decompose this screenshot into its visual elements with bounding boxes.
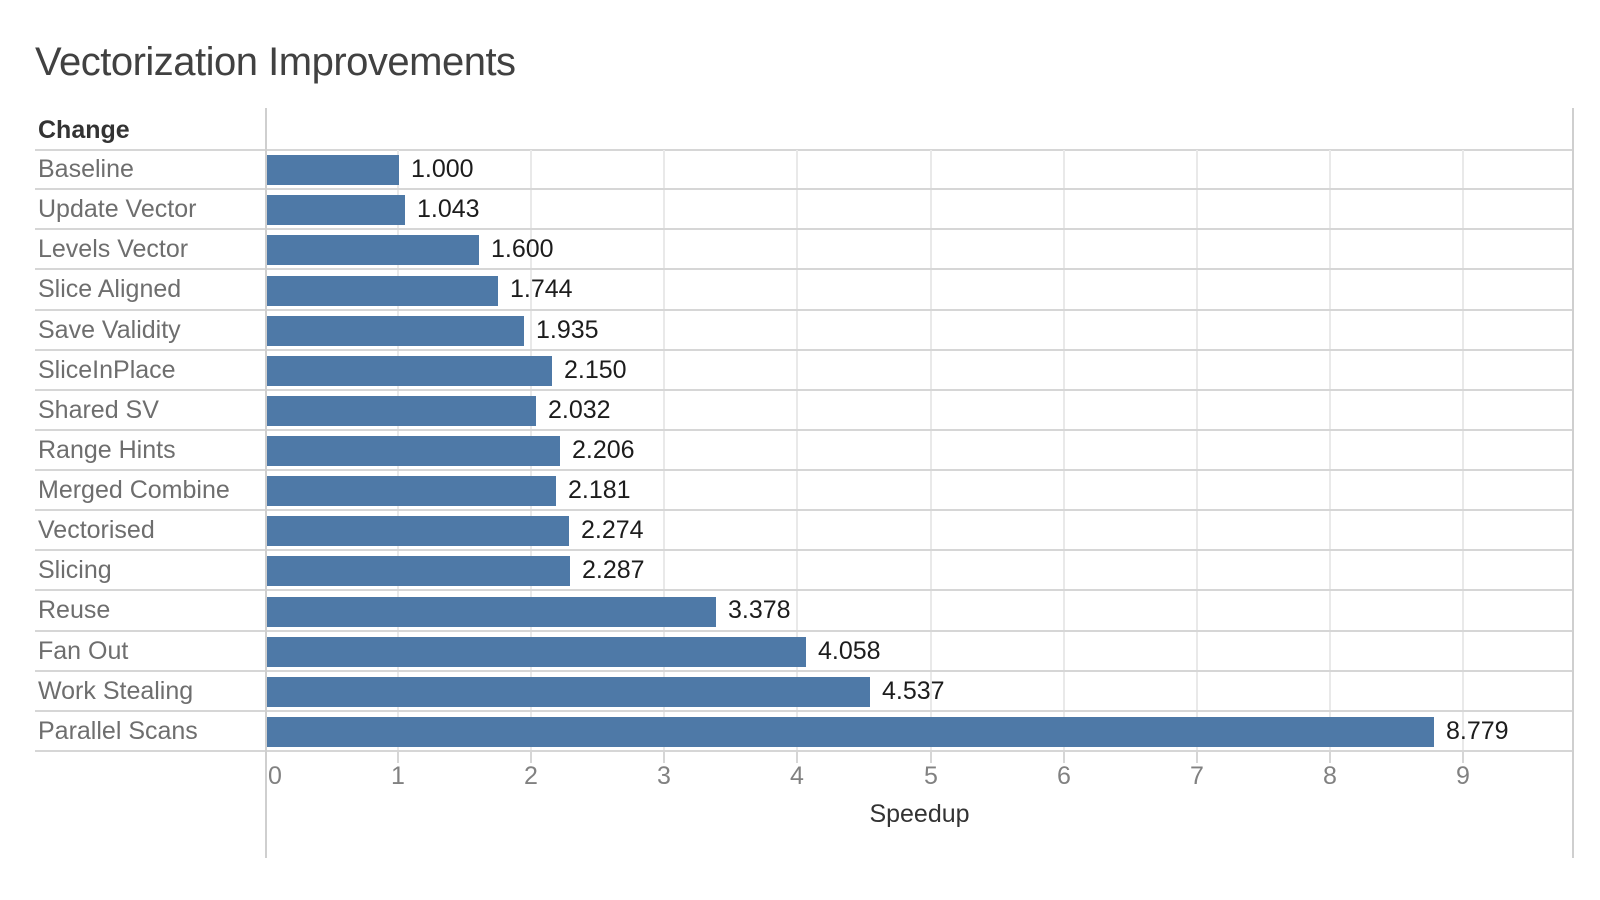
row-header-label: Change (38, 116, 130, 144)
table-row: Update Vector 1.043 (35, 190, 1574, 230)
category-label[interactable]: Update Vector (38, 194, 197, 223)
bar[interactable] (266, 717, 1434, 747)
category-label[interactable]: Reuse (38, 596, 111, 624)
bar-value-label: 2.032 (548, 395, 611, 424)
bar-value-label: 1.000 (411, 154, 474, 183)
table-row: Slicing 2.287 (35, 551, 1574, 591)
bar-value-label: 1.935 (536, 315, 599, 344)
axis-tick (930, 752, 932, 763)
header-divider (35, 149, 1574, 151)
bar[interactable] (266, 637, 806, 667)
bar[interactable] (266, 677, 870, 707)
table-row: Shared SV 2.032 (35, 391, 1574, 431)
bar[interactable] (266, 396, 536, 426)
vertical-gridline (1196, 150, 1198, 752)
axis-tick (1063, 752, 1065, 763)
bar-value-label: 2.181 (568, 475, 631, 504)
bar[interactable] (266, 516, 569, 546)
vertical-gridline (1462, 150, 1464, 752)
table-row: Levels Vector 1.600 (35, 230, 1574, 270)
category-label[interactable]: Shared SV (38, 395, 159, 424)
category-label[interactable]: Save Validity (38, 315, 181, 344)
axis-tick-label: 4 (790, 762, 804, 790)
axis-tick (663, 752, 665, 763)
vertical-gridline (930, 150, 932, 752)
table-row: Range Hints 2.206 (35, 431, 1574, 471)
bar[interactable] (266, 356, 552, 386)
vertical-gridline (796, 150, 798, 752)
table-row: Fan Out 4.058 (35, 632, 1574, 672)
bar-value-label: 3.378 (728, 596, 791, 624)
bar-value-label: 4.537 (882, 676, 945, 705)
bar-value-label: 1.600 (491, 234, 554, 263)
axis-tick-label: 7 (1190, 762, 1204, 790)
bar-value-label: 4.058 (818, 636, 881, 665)
category-label[interactable]: Range Hints (38, 435, 176, 464)
bar-value-label: 2.206 (572, 435, 635, 464)
table-row: Baseline 1.000 (35, 150, 1574, 190)
axis-tick-label: 9 (1456, 762, 1470, 790)
bar[interactable] (266, 597, 716, 627)
axis-tick-label: 0 (268, 762, 282, 790)
bar-chart: Change Baseline 1.000 Update Vector 1.043 Le… (35, 108, 1574, 858)
x-axis-title: Speedup (869, 800, 970, 828)
vertical-gridline (663, 150, 665, 752)
axis-tick-label: 8 (1323, 762, 1337, 790)
category-label[interactable]: Work Stealing (38, 676, 194, 705)
chart-title: Vectorization Improvements (35, 40, 516, 84)
axis-tick-label: 3 (657, 762, 671, 790)
bar-value-label: 2.287 (582, 555, 645, 584)
table-row: Vectorised 2.274 (35, 511, 1574, 551)
table-row: Merged Combine 2.181 (35, 471, 1574, 511)
bar-value-label: 2.150 (564, 355, 627, 384)
category-label[interactable]: SliceInPlace (38, 355, 176, 384)
bar-value-label: 2.274 (581, 515, 644, 544)
table-row: Parallel Scans 8.779 (35, 712, 1574, 752)
bar[interactable] (266, 436, 560, 466)
bar[interactable] (266, 556, 570, 586)
table-row: Work Stealing 4.537 (35, 672, 1574, 712)
bar[interactable] (266, 195, 405, 225)
bar[interactable] (266, 476, 556, 506)
bar[interactable] (266, 235, 479, 265)
axis-tick-label: 6 (1057, 762, 1071, 790)
axis-tick (1329, 752, 1331, 763)
table-row: SliceInPlace 2.150 (35, 351, 1574, 391)
axis-tick-label: 2 (524, 762, 538, 790)
bar-value-label: 1.043 (417, 194, 480, 223)
table-row: Slice Aligned 1.744 (35, 270, 1574, 311)
category-label[interactable]: Vectorised (38, 515, 155, 544)
axis-tick (1462, 752, 1464, 763)
table-row: Save Validity 1.935 (35, 311, 1574, 351)
category-label[interactable]: Parallel Scans (38, 716, 198, 745)
axis-tick (397, 752, 399, 763)
bar[interactable] (266, 316, 524, 346)
bar-value-label: 1.744 (510, 275, 573, 303)
axis-tick (1196, 752, 1198, 763)
vertical-gridline (1329, 150, 1331, 752)
axis-tick-label: 5 (924, 762, 938, 790)
axis-tick (796, 752, 798, 763)
bar[interactable] (266, 276, 498, 306)
bar[interactable] (266, 155, 399, 185)
axis-tick (530, 752, 532, 763)
category-label[interactable]: Merged Combine (38, 475, 230, 504)
vertical-gridline (1063, 150, 1065, 752)
rows-layer: Baseline 1.000 Update Vector 1.043 Levels Ve… (35, 150, 1574, 752)
plot-right-border (1572, 108, 1574, 858)
axis-tick-label: 1 (391, 762, 405, 790)
category-label[interactable]: Slicing (38, 555, 112, 584)
category-label[interactable]: Baseline (38, 154, 134, 183)
axis-left-border (265, 108, 267, 858)
category-label[interactable]: Slice Aligned (38, 275, 182, 303)
category-label[interactable]: Fan Out (38, 636, 129, 665)
category-label[interactable]: Levels Vector (38, 234, 189, 263)
bar-value-label: 8.779 (1446, 716, 1509, 745)
table-row: Reuse 3.378 (35, 591, 1574, 632)
